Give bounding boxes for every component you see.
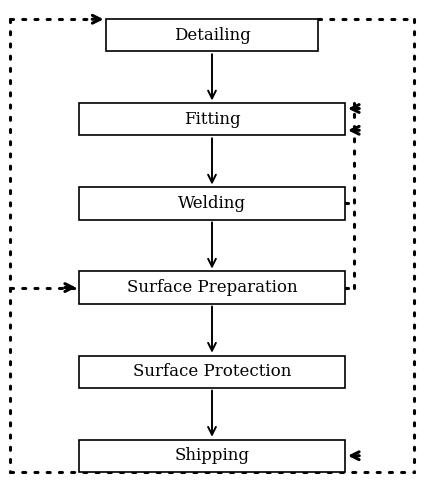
Text: Surface Protection: Surface Protection xyxy=(133,363,291,380)
FancyBboxPatch shape xyxy=(79,187,345,220)
Text: Detailing: Detailing xyxy=(173,27,251,44)
FancyBboxPatch shape xyxy=(79,103,345,135)
FancyBboxPatch shape xyxy=(79,356,345,388)
Text: Shipping: Shipping xyxy=(175,447,249,464)
Text: Welding: Welding xyxy=(178,195,246,212)
FancyBboxPatch shape xyxy=(79,271,345,304)
Text: Fitting: Fitting xyxy=(184,111,240,128)
FancyBboxPatch shape xyxy=(106,19,318,52)
FancyBboxPatch shape xyxy=(79,439,345,472)
Text: Surface Preparation: Surface Preparation xyxy=(127,279,297,296)
